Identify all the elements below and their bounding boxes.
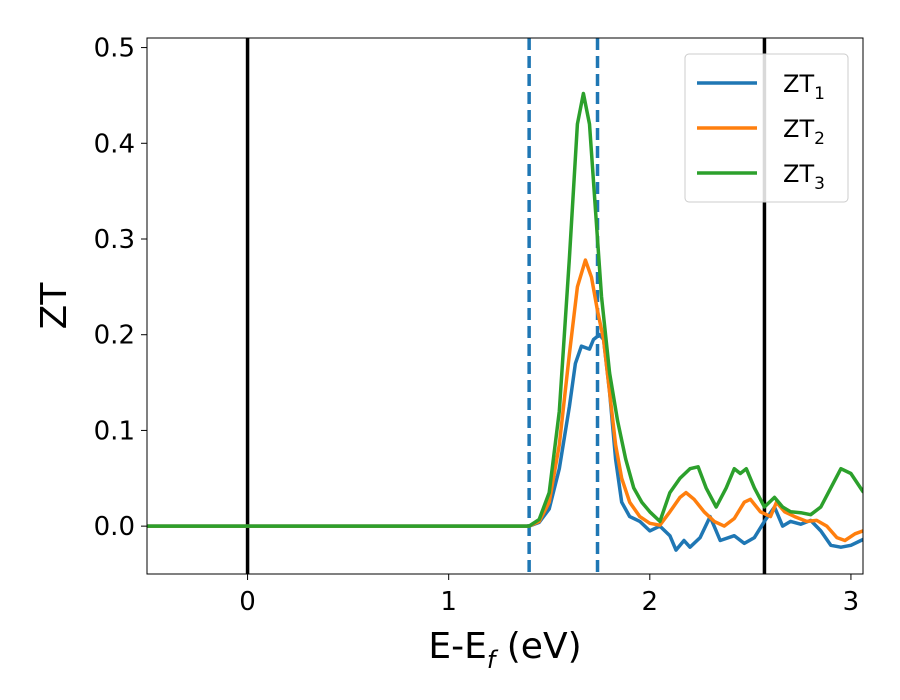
y-axis: 0.0 0.1 0.2 0.3 0.4 0.5 xyxy=(94,34,147,542)
legend: ZT1 ZT2 ZT3 xyxy=(684,53,849,203)
legend-label-zt3: ZT3 xyxy=(783,160,825,194)
series-line-zt3 xyxy=(147,91,863,528)
y-axis-title: ZT xyxy=(34,282,75,330)
y-tick-label: 0.3 xyxy=(94,225,135,255)
legend-box xyxy=(684,53,849,203)
x-tick-label: 0 xyxy=(239,587,256,617)
x-axis: 0 1 2 3 xyxy=(239,574,859,617)
y-tick-label: 0.2 xyxy=(94,321,135,351)
x-axis-title-unit: (eV) xyxy=(495,626,581,667)
y-tick-label: 0.4 xyxy=(94,129,135,159)
series-line-zt2 xyxy=(147,258,863,543)
x-tick-label: 2 xyxy=(642,587,659,617)
x-tick-label: 1 xyxy=(440,587,457,617)
y-tick-label: 0.5 xyxy=(94,34,135,64)
series-layer xyxy=(147,91,863,552)
y-tick-label: 0.1 xyxy=(94,416,135,446)
series-line-zt1 xyxy=(147,332,863,552)
x-tick-label: 3 xyxy=(843,587,860,617)
plot-frame xyxy=(146,37,864,575)
legend-label-zt2: ZT2 xyxy=(783,115,825,149)
x-axis-title: E-Ef (eV) xyxy=(428,626,581,674)
y-tick-label: 0.0 xyxy=(94,512,135,542)
legend-label-zt1: ZT1 xyxy=(783,70,825,104)
